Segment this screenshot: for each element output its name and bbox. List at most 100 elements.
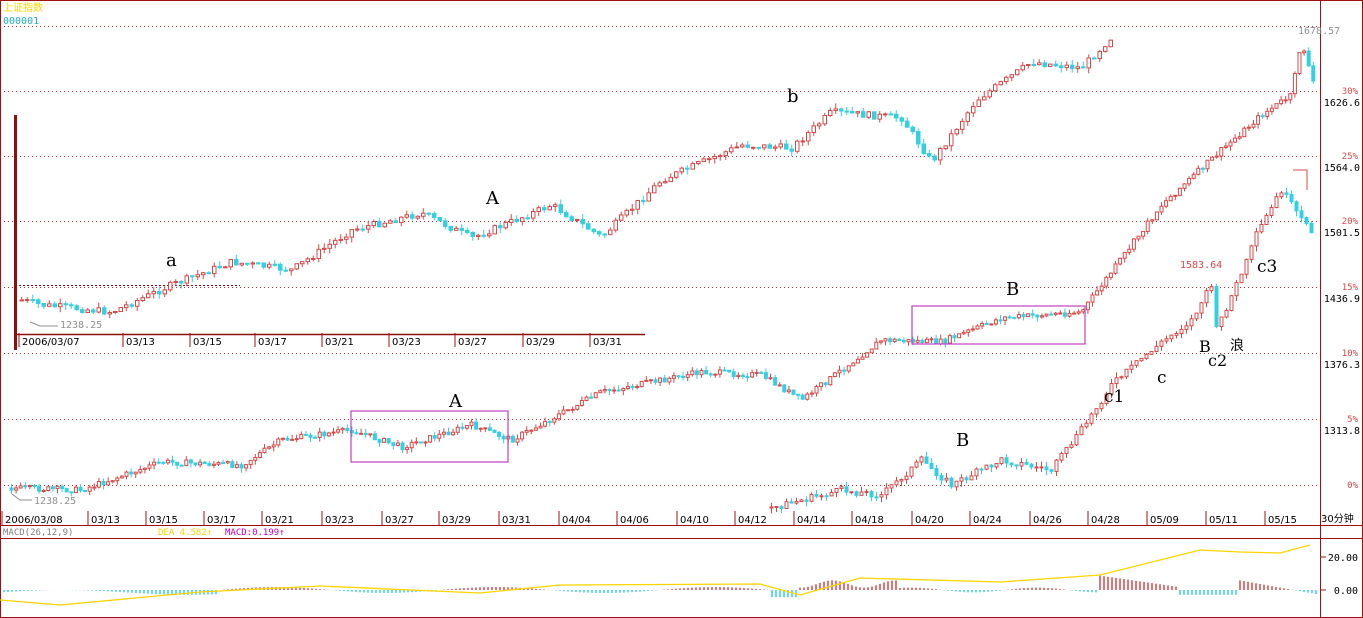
wave-c-candle-body (1129, 364, 1134, 370)
wave-c-candle-body (1304, 217, 1309, 224)
inset-candle-body (778, 143, 783, 148)
right-axis-price-label: 1313.8 (1324, 426, 1360, 437)
inset-candle-body (1092, 57, 1097, 60)
main-candle-body (552, 418, 557, 423)
main-candle-body (1210, 156, 1215, 161)
inset-candle-body (509, 218, 514, 223)
right-axis-percent-label: 30% (1342, 87, 1359, 97)
main-candle-body (257, 452, 262, 458)
inset-candle-body (542, 207, 547, 211)
main-candle-body (1016, 314, 1021, 319)
main-x-tick: 03/17 (207, 515, 236, 526)
main-candle-body (740, 374, 745, 378)
main-candle-body (1219, 146, 1224, 157)
main-candle-body (492, 429, 497, 433)
main-candle-body (368, 433, 373, 436)
main-candle-body (524, 429, 529, 433)
inset-candle-body (399, 216, 404, 224)
main-candle-body (658, 377, 663, 383)
inset-candle-body (971, 106, 976, 114)
main-x-tick: 03/29 (442, 515, 471, 526)
index-code: 000001 (3, 16, 39, 27)
main-x-tick: 03/15 (149, 515, 178, 526)
inset-candle-body (916, 131, 921, 145)
main-candle-body (842, 369, 847, 372)
main-candle-body (993, 319, 998, 325)
main-candle-body (478, 427, 483, 430)
main-candle-body (1164, 200, 1169, 207)
wave-c-candle-body (804, 499, 809, 502)
main-candle-body (570, 408, 575, 411)
main-candle-body (878, 340, 883, 343)
main-candle-body (566, 409, 571, 412)
wave-c-candle-body (809, 493, 814, 502)
wave-c-candle-body (774, 506, 779, 509)
wave-c-candle-body (1119, 376, 1124, 379)
main-candle-body (110, 480, 115, 483)
wave-c-candle-body (799, 499, 804, 503)
main-candle-body (745, 376, 750, 379)
inset-candle-body (74, 305, 79, 311)
main-candle-body (46, 486, 51, 492)
main-candle-body (32, 485, 37, 488)
inset-candle-body (1037, 62, 1042, 66)
wave-c-candle-body (904, 475, 909, 480)
main-x-tick: 04/14 (797, 515, 826, 526)
macd-params: MACD(26,12,9) (3, 528, 73, 538)
inset-candle-body (657, 182, 662, 187)
inset-candle-body (102, 307, 107, 315)
main-candle-body (147, 464, 152, 469)
wave-c-candle-body (844, 486, 849, 493)
main-candle-body (124, 471, 129, 477)
inset-x-tick: 2006/03/07 (22, 337, 80, 348)
main-candle-body (1260, 115, 1265, 118)
main-candle-body (474, 421, 479, 430)
wave-c-candle-body (779, 506, 784, 510)
wave-label-c2: c2 (1208, 351, 1227, 370)
inset-candle-body (327, 243, 332, 249)
wave-c-candle-body (919, 456, 924, 463)
main-candle-body (874, 341, 879, 350)
wave-c-candle-body (1024, 461, 1029, 465)
main-candle-body (207, 463, 212, 466)
main-candle-body (152, 461, 157, 466)
inset-candle-body (1031, 63, 1036, 66)
main-x-tick: 04/12 (738, 515, 767, 526)
main-candle-body (248, 459, 253, 466)
main-candle-body (773, 377, 778, 386)
inset-chart: 2006/03/07 03/13 03/15 03/17 03/21 03/23 03/27… (14, 39, 1113, 350)
main-candle-body (129, 471, 134, 475)
inset-candle-body (767, 144, 772, 149)
main-candle-body (561, 409, 566, 415)
main-candle-body (1311, 65, 1316, 82)
inset-candle-body (201, 272, 206, 276)
right-axis-percent-label: 15% (1342, 283, 1359, 293)
inset-candle-body (157, 290, 162, 295)
inset-candle-body (278, 263, 283, 271)
inset-candle-body (140, 297, 145, 301)
inset-candle-body (976, 99, 981, 108)
main-candle-body (1099, 285, 1104, 292)
inset-candle-body (531, 210, 536, 219)
main-low-label: 1238.25 (34, 496, 76, 507)
inset-candle-body (1086, 57, 1091, 69)
inset-candle-body (190, 275, 195, 278)
inset-candle-body (1081, 66, 1086, 69)
main-candle-body (1131, 238, 1136, 250)
main-candle-body (460, 426, 465, 429)
main-candle-body (69, 491, 74, 494)
main-candle-body (1288, 93, 1293, 101)
inset-candle-body (113, 310, 118, 314)
wave-c-candle-body (794, 501, 799, 504)
wave-c-candle-body (989, 464, 994, 468)
main-candle-body (662, 377, 667, 383)
wave-c-candle-body (1044, 466, 1049, 471)
main-candle-body (193, 462, 198, 466)
main-candle-body (280, 437, 285, 440)
main-x-tick: 03/21 (265, 515, 294, 526)
main-candle-body (791, 389, 796, 395)
wave-label-b: b (787, 86, 799, 107)
inset-candle-body (283, 269, 288, 272)
main-candle-body (1159, 205, 1164, 213)
inset-candle-body (1070, 64, 1075, 70)
